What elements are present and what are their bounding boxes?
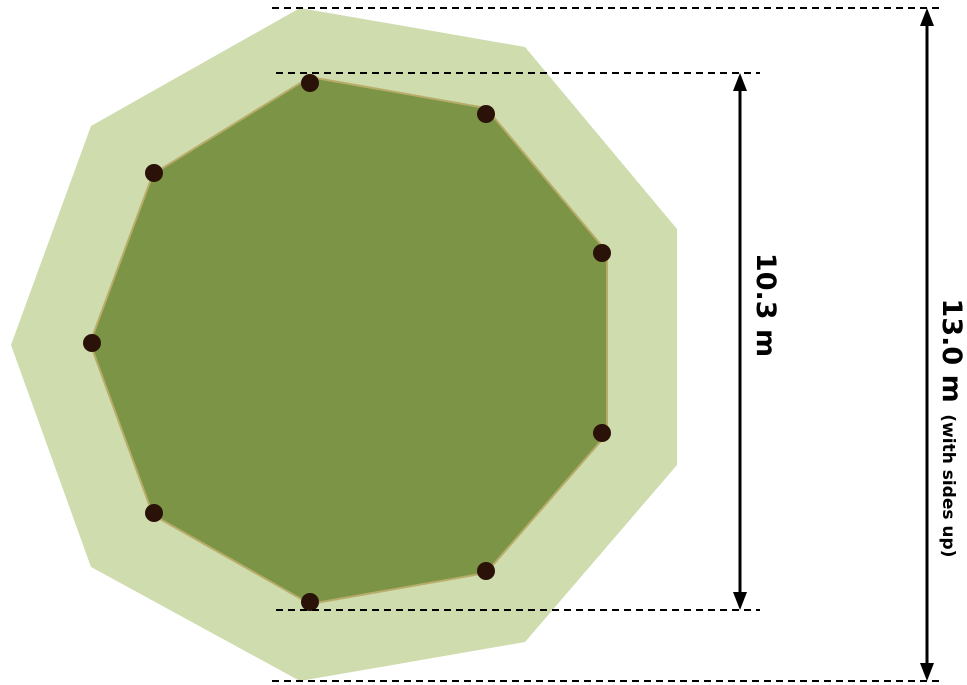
outer-dimension-value: 13.0 m	[936, 299, 967, 403]
peg	[145, 164, 163, 182]
outer-dimension-arrow	[920, 8, 934, 681]
outer-arrowhead-bottom	[920, 663, 934, 681]
outer-arrowhead-top	[920, 8, 934, 26]
extension-lines	[272, 7, 940, 682]
inner-dimension-arrow	[733, 73, 747, 610]
outer-dimension-note: (with sides up)	[938, 414, 958, 557]
pegs-group	[83, 74, 611, 611]
inner-arrowhead-top	[733, 73, 747, 91]
peg	[145, 504, 163, 522]
inner-dimension-label: 10.3 m	[750, 253, 781, 357]
outer-dimension-label: 13.0 m (with sides up)	[936, 299, 967, 558]
peg	[593, 424, 611, 442]
peg	[477, 105, 495, 123]
peg	[477, 562, 495, 580]
inner-arrowhead-bottom	[733, 592, 747, 610]
peg	[593, 244, 611, 262]
peg	[83, 334, 101, 352]
inner-footprint	[88, 75, 608, 606]
peg	[301, 593, 319, 611]
peg	[301, 74, 319, 92]
